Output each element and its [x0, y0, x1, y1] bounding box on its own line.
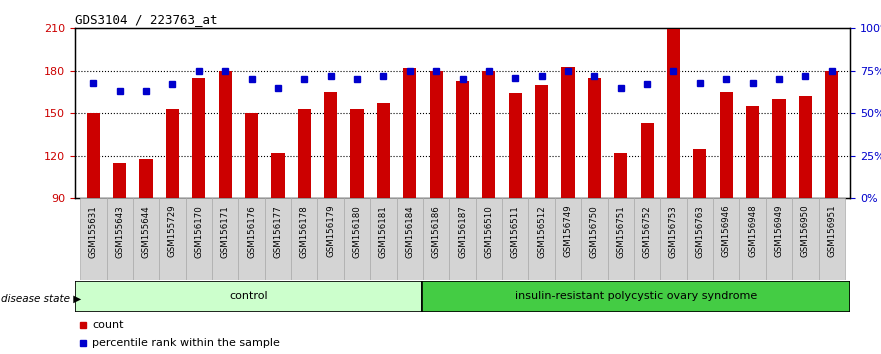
Text: GSM155729: GSM155729 — [168, 205, 177, 257]
Bar — [535, 85, 548, 326]
Text: GSM156179: GSM156179 — [326, 205, 335, 257]
Bar — [456, 81, 469, 326]
Text: GSM156510: GSM156510 — [485, 205, 493, 257]
Bar — [396, 198, 423, 280]
Bar — [608, 198, 634, 280]
Bar — [502, 198, 529, 280]
Text: GSM156511: GSM156511 — [511, 205, 520, 257]
Text: GSM156171: GSM156171 — [221, 205, 230, 257]
Bar — [324, 92, 337, 326]
Bar — [239, 198, 265, 280]
Text: GDS3104 / 223763_at: GDS3104 / 223763_at — [75, 13, 218, 26]
Bar — [166, 109, 179, 326]
Bar — [508, 93, 522, 326]
Bar — [218, 71, 232, 326]
Bar — [351, 109, 364, 326]
Text: GSM156750: GSM156750 — [590, 205, 599, 257]
Bar — [799, 96, 812, 326]
Bar — [792, 198, 818, 280]
Bar — [686, 198, 713, 280]
Bar — [271, 153, 285, 326]
Bar — [634, 198, 660, 280]
Bar — [588, 78, 601, 326]
Bar — [713, 198, 739, 280]
Text: GSM156949: GSM156949 — [774, 205, 783, 257]
Bar — [818, 198, 845, 280]
Text: count: count — [92, 320, 123, 330]
Bar — [614, 153, 627, 326]
Bar — [825, 71, 839, 326]
Bar — [555, 198, 581, 280]
Bar — [139, 159, 152, 326]
Text: GSM156170: GSM156170 — [195, 205, 204, 257]
Bar — [449, 198, 476, 280]
Text: GSM156180: GSM156180 — [352, 205, 361, 257]
Bar — [75, 281, 422, 312]
Bar — [403, 68, 417, 326]
Bar — [377, 103, 390, 326]
Text: GSM156946: GSM156946 — [722, 205, 730, 257]
Bar — [265, 198, 291, 280]
Bar — [186, 198, 212, 280]
Bar — [746, 106, 759, 326]
Bar — [344, 198, 370, 280]
Bar — [720, 92, 733, 326]
Bar — [529, 198, 555, 280]
Text: GSM156187: GSM156187 — [458, 205, 467, 257]
Bar — [561, 67, 574, 326]
Bar — [107, 198, 133, 280]
Bar — [298, 109, 311, 326]
Text: GSM156951: GSM156951 — [827, 205, 836, 257]
Bar — [660, 198, 686, 280]
Bar — [482, 71, 495, 326]
Text: GSM156753: GSM156753 — [669, 205, 678, 257]
Bar — [667, 28, 680, 326]
Text: GSM156176: GSM156176 — [247, 205, 256, 257]
Bar — [766, 198, 792, 280]
Bar — [370, 198, 396, 280]
Bar — [422, 281, 850, 312]
Bar — [245, 113, 258, 326]
Bar — [581, 198, 608, 280]
Bar — [291, 198, 317, 280]
Bar — [80, 198, 107, 280]
Text: percentile rank within the sample: percentile rank within the sample — [92, 338, 280, 348]
Text: GSM156763: GSM156763 — [695, 205, 704, 257]
Bar — [739, 198, 766, 280]
Text: GSM155631: GSM155631 — [89, 205, 98, 257]
Text: GSM156749: GSM156749 — [564, 205, 573, 257]
Bar — [86, 113, 100, 326]
Bar — [640, 123, 654, 326]
Text: GSM156186: GSM156186 — [432, 205, 440, 257]
Bar — [430, 71, 443, 326]
Text: GSM156950: GSM156950 — [801, 205, 810, 257]
Text: GSM155643: GSM155643 — [115, 205, 124, 257]
Text: GSM156177: GSM156177 — [273, 205, 283, 257]
Text: GSM156512: GSM156512 — [537, 205, 546, 257]
Text: GSM156178: GSM156178 — [300, 205, 309, 257]
Text: GSM156181: GSM156181 — [379, 205, 388, 257]
Bar — [423, 198, 449, 280]
Bar — [113, 163, 126, 326]
Bar — [133, 198, 159, 280]
Bar — [317, 198, 344, 280]
Bar — [159, 198, 186, 280]
Text: GSM155644: GSM155644 — [142, 205, 151, 257]
Text: GSM156751: GSM156751 — [616, 205, 626, 257]
Bar — [476, 198, 502, 280]
Text: GSM156948: GSM156948 — [748, 205, 757, 257]
Bar — [212, 198, 239, 280]
Text: GSM156184: GSM156184 — [405, 205, 414, 257]
Bar — [773, 99, 786, 326]
Bar — [192, 78, 205, 326]
Text: control: control — [229, 291, 268, 302]
Text: insulin-resistant polycystic ovary syndrome: insulin-resistant polycystic ovary syndr… — [515, 291, 758, 302]
Text: disease state ▶: disease state ▶ — [1, 294, 81, 304]
Bar — [693, 149, 707, 326]
Text: GSM156752: GSM156752 — [642, 205, 652, 257]
